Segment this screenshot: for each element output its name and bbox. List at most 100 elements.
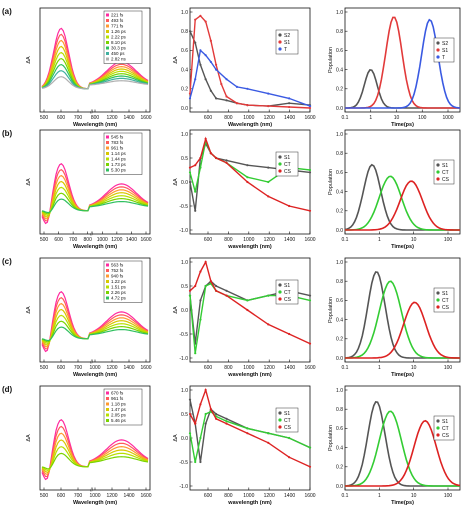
kinetics-ylabel: Population [328, 297, 334, 323]
spectra-xtick-label: 1400 [123, 493, 134, 499]
kinetics-legend-marker [436, 419, 440, 423]
species-ytick-label: 0.5 [181, 156, 188, 162]
species-ytick-label: 0.0 [181, 436, 188, 442]
spectra-xlabel: Wavelength (nm) [73, 122, 117, 128]
species-point [220, 82, 223, 86]
kinetics-legend-marker [436, 433, 440, 437]
spectra-legend-swatch [106, 46, 109, 50]
species-point [204, 388, 207, 392]
kinetics-legend-marker [436, 170, 440, 174]
row-1: (b)500 600 700 800 1000 1200 1400 1600Wavelengt… [2, 129, 461, 250]
species-legend-marker [278, 297, 282, 301]
spectra-xtick-label: 1600 [140, 237, 151, 243]
species-point [267, 323, 270, 326]
spectra-legend-swatch [106, 402, 109, 406]
species-point [308, 294, 312, 297]
spectra-legend-swatch [106, 35, 109, 39]
axis-break-mark: // [90, 232, 93, 238]
kinetics-xtick-label: 100 [418, 115, 427, 121]
spectra-xtick-label: 600 [57, 365, 66, 371]
kinetics-series-CS [345, 301, 460, 359]
species-legend-label: S1 [284, 40, 290, 46]
species-ytick-label: 0.5 [181, 284, 188, 290]
spectra-legend-swatch [106, 57, 109, 61]
species-point [225, 420, 228, 423]
kinetics-ytick-label: 0.6 [336, 298, 343, 304]
spectra-legend-label: 783 fs [111, 140, 124, 145]
species-ytick-label: 1.0 [181, 388, 188, 394]
species-legend-marker [278, 411, 282, 415]
species-point [199, 63, 202, 66]
kinetics-xtick-label: 100 [444, 365, 453, 371]
kinetics-xtick-label: 0.1 [342, 365, 349, 371]
species-point [246, 432, 249, 435]
kinetics-legend-label: CS [442, 433, 450, 439]
species-point [194, 460, 197, 464]
spectra-legend-label: 1.26 ps [111, 29, 127, 34]
species-point [199, 270, 202, 273]
kinetics-xtick-label: 10 [411, 365, 417, 371]
species-point [214, 412, 218, 416]
species-ytick-label: 0.5 [181, 412, 188, 418]
spectra-legend-swatch [106, 419, 109, 422]
species-ytick-label: 0.4 [181, 67, 188, 73]
species-point [267, 166, 270, 169]
species-legend-label: CT [284, 418, 291, 424]
species-legend-label: T [284, 47, 287, 53]
kinetics-ytick-label: 0.8 [336, 279, 343, 285]
kinetics-series-CT [345, 410, 460, 487]
spectra-xtick-label: 500 [40, 493, 49, 499]
kinetics-frame [344, 129, 461, 235]
spectra-trace [41, 439, 149, 474]
kinetics-ytick-label: 0.4 [336, 445, 343, 451]
spectra-trace [41, 198, 149, 214]
kinetics-series-CS [345, 419, 461, 487]
spectra-legend-swatch [106, 391, 109, 395]
kinetics-xtick-label: 1 [378, 237, 381, 243]
spectra-legend-label: 771 fs [111, 24, 124, 29]
spectra-legend-swatch [106, 41, 109, 44]
kinetics-series-CT [345, 175, 460, 231]
kinetics-ytick-label: 0.8 [336, 29, 343, 35]
spectra-ylabel: ΔA [26, 306, 32, 314]
species-ytick-label: 0.2 [181, 87, 188, 93]
spectra-frame [39, 129, 151, 235]
species-xtick-label: 1200 [264, 115, 275, 121]
species-xtick-label: 600 [204, 365, 213, 371]
species-xlabel: wavelength (nm) [227, 372, 272, 378]
species-xtick-label: 1200 [264, 365, 275, 371]
kinetics-legend-marker [436, 305, 440, 309]
spectra-legend-label: 563 fs [111, 263, 124, 268]
spectra-xlabel: Wavelength (nm) [73, 244, 117, 250]
spectra-legend-label: 2.05 ps [111, 413, 127, 418]
spectra-trace [41, 446, 149, 472]
spectra-legend-label: 961 fs [111, 146, 124, 151]
spectra-xtick-label: 800 [84, 237, 93, 243]
kinetics-ytick-label: 1.0 [336, 132, 343, 138]
species-point [246, 87, 249, 90]
species-point [267, 104, 270, 108]
panel-label: (b) [2, 129, 13, 138]
kinetics-ylabel: Population [328, 169, 334, 195]
spectra-legend-swatch [106, 141, 109, 144]
kinetics-xtick-label: 1 [378, 365, 381, 371]
spectra-legend-swatch [106, 285, 109, 289]
species-point [204, 412, 207, 416]
spectra-legend-label: 1.44 ps [111, 157, 127, 162]
species-point [214, 156, 218, 160]
kinetics-ylabel: Population [328, 47, 334, 73]
spectra-xtick-label: 700 [74, 365, 83, 371]
species-point [225, 161, 228, 164]
spectra-xtick-label: 1000 [89, 365, 100, 371]
kinetics-ytick-label: 0.4 [336, 189, 343, 195]
species-ytick-label: 0.0 [181, 180, 188, 186]
species-legend-marker [278, 47, 282, 51]
species-point [199, 403, 202, 406]
species-point [199, 156, 202, 160]
species-point [225, 417, 228, 420]
species-xtick-label: 800 [224, 237, 233, 243]
spectra-legend-swatch [106, 52, 109, 55]
kinetics-xlabel: Time(ps) [391, 244, 414, 250]
species-point [308, 209, 312, 212]
kinetics-ytick-label: 0.6 [336, 170, 343, 176]
